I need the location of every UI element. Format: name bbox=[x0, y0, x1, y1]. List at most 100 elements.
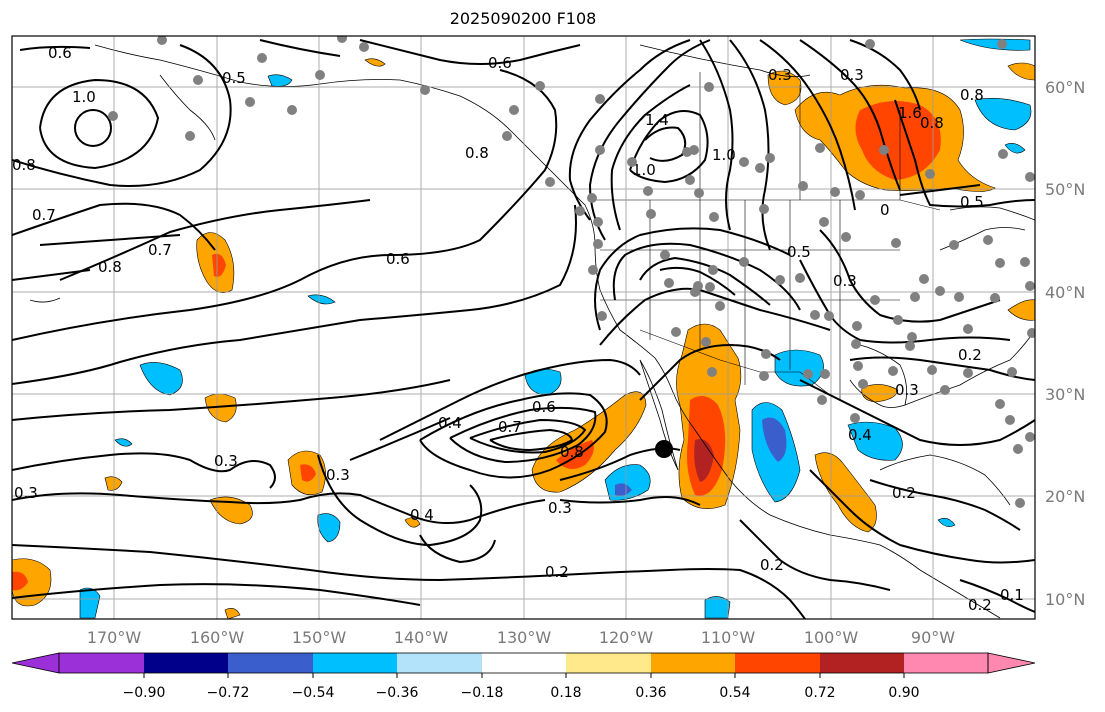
contour-label: 1.4 bbox=[645, 111, 669, 129]
contour-label: 0.8 bbox=[560, 443, 584, 461]
contour-label: 0.2 bbox=[760, 556, 784, 574]
negative-anomaly-170w bbox=[139, 362, 183, 396]
lat-tick-label: 30°N bbox=[1045, 385, 1085, 404]
contour-label: 0.6 bbox=[488, 54, 512, 72]
storm-center-marker bbox=[655, 440, 673, 458]
contour-label: 0.5 bbox=[960, 193, 984, 211]
colorbar-tick-label: 0.54 bbox=[719, 685, 750, 701]
contour-label: 0.6 bbox=[386, 250, 410, 268]
contour-label: 1.6 bbox=[898, 104, 922, 122]
contour-label: 0.2 bbox=[958, 346, 982, 364]
longitude-tick-labels: 170°W 160°W 150°W 140°W 130°W 120°W 110°… bbox=[87, 628, 955, 647]
negative-anomaly-small-2 bbox=[114, 438, 133, 447]
positive-anomaly-hudson bbox=[767, 70, 802, 106]
colorbar-tick-label: −0.90 bbox=[123, 685, 166, 701]
contour-label: 0.3 bbox=[548, 499, 572, 517]
positive-anomaly-atlantic bbox=[1007, 299, 1035, 321]
lat-tick-label: 60°N bbox=[1045, 78, 1085, 97]
contour-label: 0.3 bbox=[14, 484, 38, 502]
contour-label: 0.5 bbox=[787, 243, 811, 261]
contour-label: 0.8 bbox=[920, 114, 944, 132]
gridlines bbox=[12, 36, 1035, 619]
contour-label: 0.6 bbox=[532, 398, 556, 416]
contour-label: 0.3 bbox=[833, 272, 857, 290]
strong-negative-mexico bbox=[762, 417, 787, 462]
lon-tick-label: 100°W bbox=[804, 628, 859, 647]
positive-anomaly-mexico-east bbox=[814, 452, 877, 533]
contour-label: 0.1 bbox=[1000, 586, 1024, 604]
contour-label: 0.4 bbox=[410, 506, 434, 524]
positive-anomaly-small-2 bbox=[404, 517, 421, 528]
contour-label: 0.3 bbox=[768, 66, 792, 84]
contour-label: 0.3 bbox=[895, 381, 919, 399]
contour-label: 0.6 bbox=[48, 44, 72, 62]
contour-label: 0.4 bbox=[848, 426, 872, 444]
negative-anomaly-small-5 bbox=[937, 518, 956, 527]
map-title: 2025090200 F108 bbox=[449, 9, 597, 28]
colorbar-tick-label: 0.90 bbox=[888, 685, 919, 701]
strong-negative-pacific bbox=[615, 483, 632, 496]
contour-label: 0.7 bbox=[32, 206, 56, 224]
map-area: 0.6 0.5 1.0 0.8 0.7 0.8 0.7 0.6 0.6 0.8 … bbox=[12, 36, 1035, 619]
contour-label: 0 bbox=[880, 201, 890, 219]
contour-label: 1.0 bbox=[712, 146, 736, 164]
colorbar-tick-label: −0.54 bbox=[292, 685, 335, 701]
contour-label: 0.4 bbox=[438, 414, 462, 432]
colorbar-extend-high bbox=[987, 652, 1036, 674]
lat-tick-label: 50°N bbox=[1045, 180, 1085, 199]
contour-label: 0.2 bbox=[968, 596, 992, 614]
lat-tick-label: 40°N bbox=[1045, 283, 1085, 302]
contour-label: 0.5 bbox=[222, 69, 246, 87]
negative-anomaly-canada bbox=[974, 98, 1032, 131]
lon-tick-label: 170°W bbox=[87, 628, 142, 647]
colorbar-tick-label: 0.72 bbox=[804, 685, 835, 701]
lat-tick-label: 20°N bbox=[1045, 487, 1085, 506]
lon-tick-label: 140°W bbox=[394, 628, 449, 647]
contour-labels: 0.6 0.5 1.0 0.8 0.7 0.8 0.7 0.6 0.6 0.8 … bbox=[12, 44, 1024, 614]
lon-tick-label: 130°W bbox=[497, 628, 552, 647]
negative-anomaly-labrador bbox=[959, 38, 1031, 51]
negative-anomaly-small-6 bbox=[1004, 143, 1026, 154]
contour-label: 0.2 bbox=[545, 563, 569, 581]
negative-anomaly-small-4 bbox=[704, 596, 731, 619]
strong-positive-150w bbox=[300, 464, 316, 482]
colorbar-tick-label: 0.18 bbox=[550, 685, 581, 701]
lon-tick-label: 160°W bbox=[190, 628, 245, 647]
contour-lines bbox=[12, 39, 1035, 619]
colorbar-tick-label: −0.72 bbox=[207, 685, 250, 701]
map-frame bbox=[11, 35, 1036, 620]
colorbar-tick-label: 0.36 bbox=[635, 685, 666, 701]
contour-label: 0.3 bbox=[326, 466, 350, 484]
contour-label: 0.8 bbox=[465, 144, 489, 162]
lon-tick-label: 120°W bbox=[599, 628, 654, 647]
contour-label: 1.0 bbox=[72, 88, 96, 106]
contour-label: 1.0 bbox=[632, 161, 656, 179]
station-markers bbox=[108, 36, 1035, 508]
positive-anomaly-small-3 bbox=[364, 58, 386, 67]
contour-label: 0.7 bbox=[148, 241, 172, 259]
contour-label: 0.3 bbox=[214, 452, 238, 470]
strong-positive-160w bbox=[212, 253, 226, 277]
lat-tick-label: 10°N bbox=[1045, 590, 1085, 609]
positive-anomaly-north-edge bbox=[1007, 62, 1035, 81]
positive-anomaly-gulf bbox=[861, 384, 899, 403]
colorbar-extend-low bbox=[11, 652, 60, 674]
latitude-tick-labels: 60°N 50°N 40°N 30°N 20°N 10°N bbox=[1045, 78, 1085, 609]
negative-anomaly-gulf bbox=[847, 421, 903, 461]
political-borders bbox=[595, 72, 941, 400]
contour-label: 0.7 bbox=[498, 418, 522, 436]
contour-label: 0.8 bbox=[960, 86, 984, 104]
lon-tick-label: 110°W bbox=[701, 628, 756, 647]
lon-tick-label: 90°W bbox=[911, 628, 955, 647]
contour-label: 0.3 bbox=[840, 66, 864, 84]
negative-anomaly-small-1 bbox=[307, 294, 336, 305]
negative-anomaly-texas bbox=[774, 349, 824, 387]
colorbar-tick-label: −0.36 bbox=[376, 685, 419, 701]
contour-label: 0.2 bbox=[892, 484, 916, 502]
contour-label: 0.8 bbox=[98, 258, 122, 276]
positive-anomaly-small-4 bbox=[224, 608, 241, 619]
strong-positive-west-edge bbox=[12, 571, 28, 591]
lon-tick-label: 150°W bbox=[292, 628, 347, 647]
colorbar-tick-label: −0.18 bbox=[461, 685, 504, 701]
